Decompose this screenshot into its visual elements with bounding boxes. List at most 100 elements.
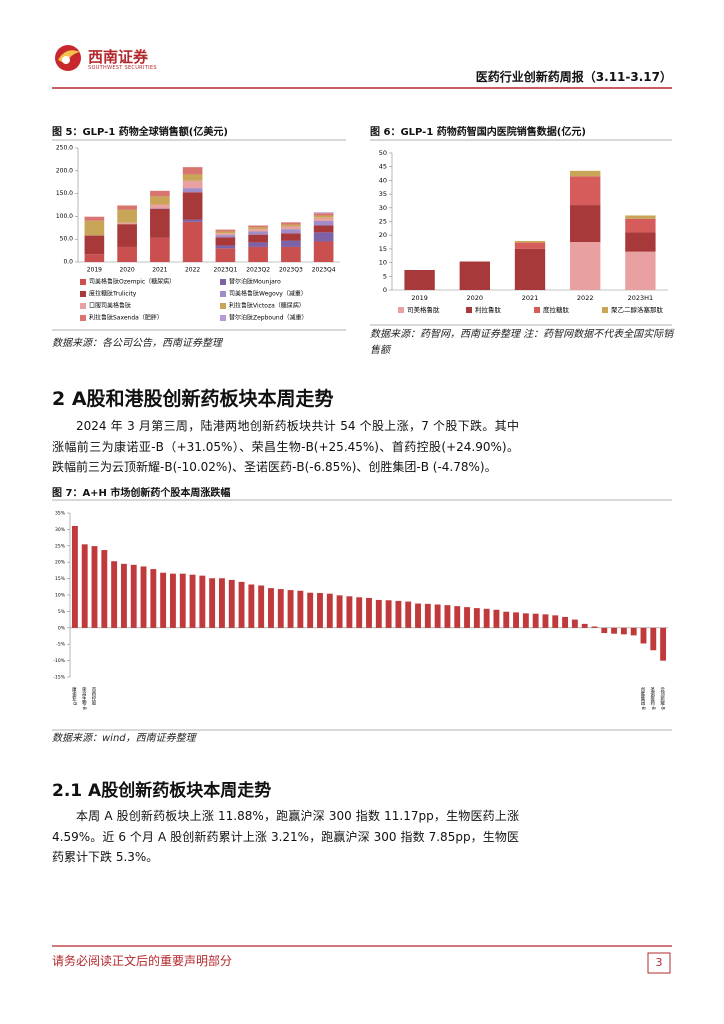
y-tick-label: 25% xyxy=(55,543,66,549)
bar xyxy=(258,585,265,628)
bar xyxy=(150,569,157,628)
x-tick-label: 2021 xyxy=(522,294,539,302)
bar xyxy=(91,546,98,628)
bar xyxy=(542,614,549,628)
bar xyxy=(71,525,78,628)
bar-segment xyxy=(570,242,601,290)
bar-segment xyxy=(281,224,301,227)
legend-swatch xyxy=(602,307,608,313)
bar-segment xyxy=(117,246,137,262)
y-tick-label: 5% xyxy=(58,609,66,615)
y-tick-label: 100.0 xyxy=(56,213,73,220)
bar-segment xyxy=(84,220,105,236)
bar xyxy=(493,609,500,628)
legend-swatch xyxy=(466,307,472,313)
legend-swatch xyxy=(534,307,540,313)
bar-segment xyxy=(313,213,334,216)
bar-segment xyxy=(281,222,301,225)
legend-label: 度拉糖肽 xyxy=(543,305,570,314)
y-tick-label: 40 xyxy=(379,176,387,184)
bar-segment xyxy=(514,240,546,243)
paragraph: 本周 A 股创新药板块上涨 11.88%，跑赢沪深 300 指数 11.17pp… xyxy=(52,809,519,864)
bar-segment xyxy=(313,241,334,262)
figure-title: 图 5：GLP-1 药物全球销售额(亿美元) xyxy=(52,127,228,138)
bar-segment xyxy=(248,242,268,247)
bar xyxy=(611,627,618,634)
bar-segment xyxy=(150,237,170,262)
x-tick-label: 2023Q2 xyxy=(246,267,270,274)
figure-title: 图 6：GLP-1 药物药智国内医院销售数据(亿元) xyxy=(370,127,586,138)
bar-segment xyxy=(625,218,656,233)
y-tick-label: 35% xyxy=(55,511,66,517)
figure-source: 数据来源：药智网，西南证券整理 注：药智网数据不代表全国实际销售额 xyxy=(370,329,674,356)
bar xyxy=(473,608,480,628)
bar xyxy=(356,597,363,628)
bar-segment xyxy=(117,209,137,223)
bar-segment xyxy=(248,234,268,243)
legend-swatch xyxy=(398,307,404,313)
bar-segment xyxy=(248,227,268,230)
bar-segment xyxy=(313,212,334,214)
bar-segment xyxy=(625,215,656,219)
legend-label: 利拉鲁肽Saxenda（肥胖） xyxy=(89,314,163,322)
bar-segment xyxy=(215,245,236,249)
bar-segment xyxy=(313,215,334,218)
bar xyxy=(601,627,608,634)
bar xyxy=(395,600,402,628)
x-tick-label: 2021 xyxy=(152,267,167,274)
bar xyxy=(228,579,235,628)
bar xyxy=(336,595,343,628)
y-tick-label: 200.0 xyxy=(56,167,73,174)
y-tick-label: -15% xyxy=(53,675,65,681)
bar xyxy=(640,627,647,644)
bar-segment xyxy=(281,226,301,230)
bar xyxy=(366,597,372,628)
bar xyxy=(238,581,245,628)
bar xyxy=(199,575,206,628)
legend-swatch xyxy=(80,315,86,321)
bar xyxy=(248,584,255,628)
bar-segment xyxy=(248,229,268,232)
page-number-box xyxy=(647,952,671,974)
bar-segment xyxy=(150,190,170,197)
bar xyxy=(581,623,588,628)
bar xyxy=(287,590,294,628)
legend-swatch xyxy=(80,279,86,285)
legend-swatch xyxy=(220,279,226,285)
figure-source: 数据来源：各公司公告，西南证券整理 xyxy=(52,338,222,349)
bar xyxy=(630,627,637,636)
logo-text: 西南证券 xyxy=(88,48,149,66)
bar xyxy=(189,574,196,628)
legend-label: 利拉鲁肽 xyxy=(475,305,502,314)
figure-source: 数据来源：wind，西南证券整理 xyxy=(52,733,196,744)
bar xyxy=(552,615,559,628)
bar-segment xyxy=(570,176,601,206)
y-tick-label: -5% xyxy=(56,642,65,648)
bar-segment xyxy=(182,219,203,222)
bar xyxy=(385,600,392,628)
bar-segment xyxy=(281,246,301,262)
bar-segment xyxy=(182,167,203,175)
y-tick-label: 5 xyxy=(383,272,387,280)
y-tick-label: 15% xyxy=(55,576,66,582)
x-tick-label: 创胜集团-B xyxy=(640,686,646,710)
bar-segment xyxy=(117,222,137,225)
bar xyxy=(297,590,304,628)
bar-segment xyxy=(117,205,137,210)
section-heading: 2 A股和港股创新药板块本周走势 xyxy=(52,388,334,410)
bar xyxy=(405,601,412,628)
bar-segment xyxy=(570,170,601,177)
y-tick-label: 0% xyxy=(58,625,66,631)
legend-label: 替尔泊肽Zepbound（减重） xyxy=(229,314,308,322)
legend-swatch xyxy=(220,315,226,321)
bar-segment xyxy=(248,246,268,262)
y-tick-label: 50.0 xyxy=(60,236,74,243)
x-tick-label: 2023Q4 xyxy=(312,267,336,274)
bar-segment xyxy=(313,225,334,233)
x-tick-label: 2023H1 xyxy=(628,294,654,302)
bar-segment xyxy=(215,233,236,236)
bar-segment xyxy=(625,232,656,252)
bar-segment xyxy=(215,229,236,232)
